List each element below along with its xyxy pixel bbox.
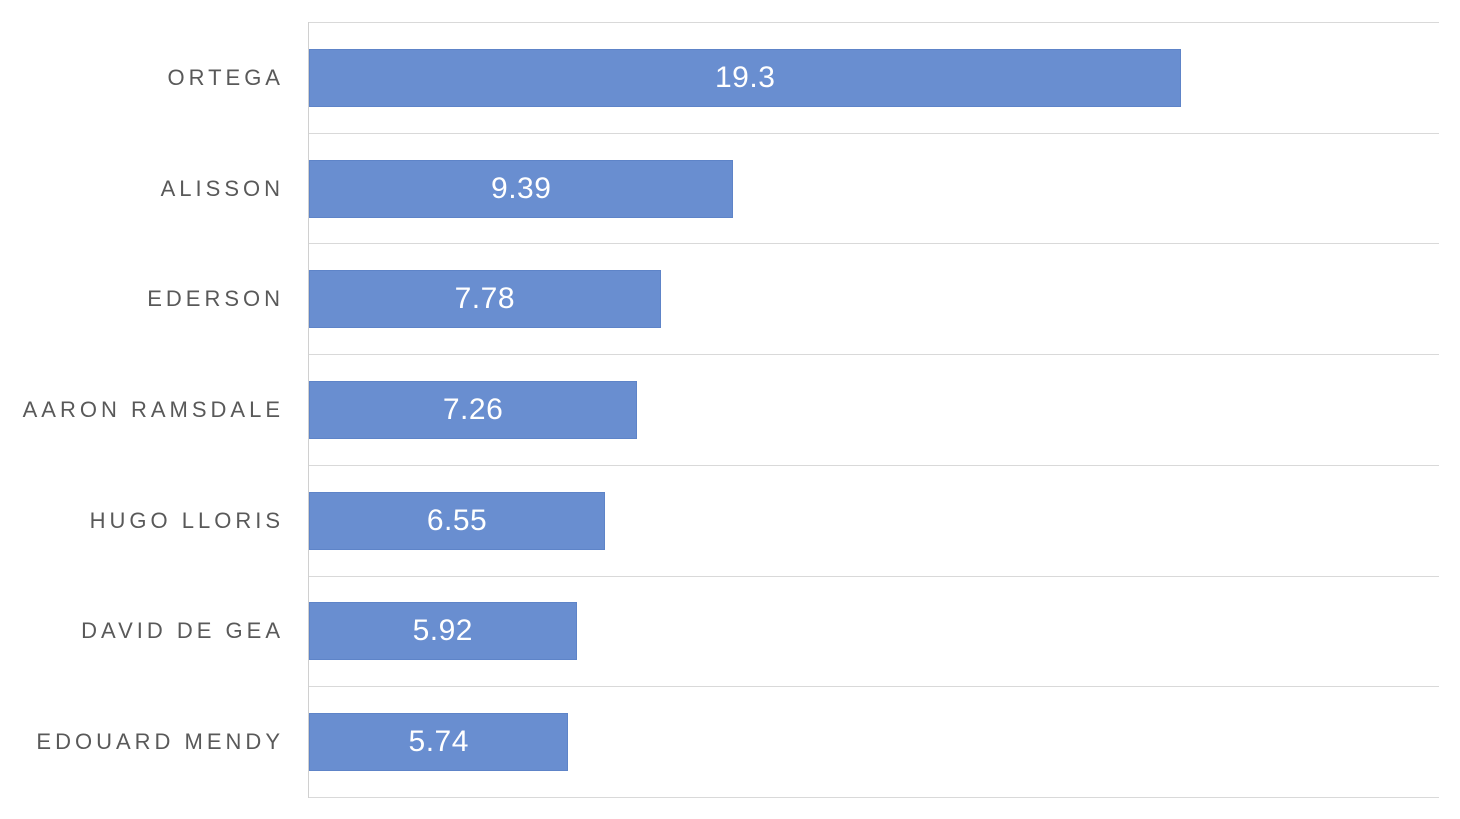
chart-row: EDOUARD MENDY 5.74 bbox=[36, 686, 1439, 799]
category-label: EDERSON bbox=[147, 286, 284, 312]
bar: 7.26 bbox=[309, 381, 638, 440]
bar: 9.39 bbox=[309, 159, 734, 218]
bar-value-label: 9.39 bbox=[491, 171, 552, 205]
bar-value-label: 5.74 bbox=[408, 725, 469, 759]
bar: 7.78 bbox=[309, 270, 661, 329]
chart-row: AARON RAMSDALE 7.26 bbox=[23, 354, 1439, 465]
chart-row: HUGO LLORIS 6.55 bbox=[90, 464, 1439, 576]
chart-row: ORTEGA 19.3 bbox=[167, 22, 1439, 133]
bar: 5.92 bbox=[309, 602, 577, 661]
chart-row: EDERSON 7.78 bbox=[147, 243, 1439, 354]
category-label: HUGO LLORIS bbox=[89, 507, 284, 533]
category-label: DAVID DE GEA bbox=[81, 618, 284, 644]
bar-value-label: 19.3 bbox=[714, 60, 776, 94]
bar-value-label: 6.55 bbox=[426, 503, 488, 537]
chart-row: DAVID DE GEA 5.92 bbox=[81, 575, 1439, 687]
category-label: EDOUARD MENDY bbox=[36, 729, 284, 755]
bar-value-label: 7.78 bbox=[454, 282, 516, 316]
category-label: ORTEGA bbox=[167, 64, 284, 90]
bar: 19.3 bbox=[309, 48, 1182, 107]
bar-value-label: 7.26 bbox=[442, 393, 504, 427]
plot-area: ORTEGA 19.3 ALISSON 9.39 EDERSON 7.78 AARON RA… bbox=[23, 22, 1439, 799]
category-label: ALISSON bbox=[160, 175, 284, 201]
chart-row: ALISSON 9.39 bbox=[161, 132, 1439, 244]
bar: 6.55 bbox=[309, 491, 606, 550]
category-label: AARON RAMSDALE bbox=[22, 397, 284, 423]
bar-value-label: 5.92 bbox=[412, 614, 473, 648]
bar: 5.74 bbox=[309, 713, 569, 772]
